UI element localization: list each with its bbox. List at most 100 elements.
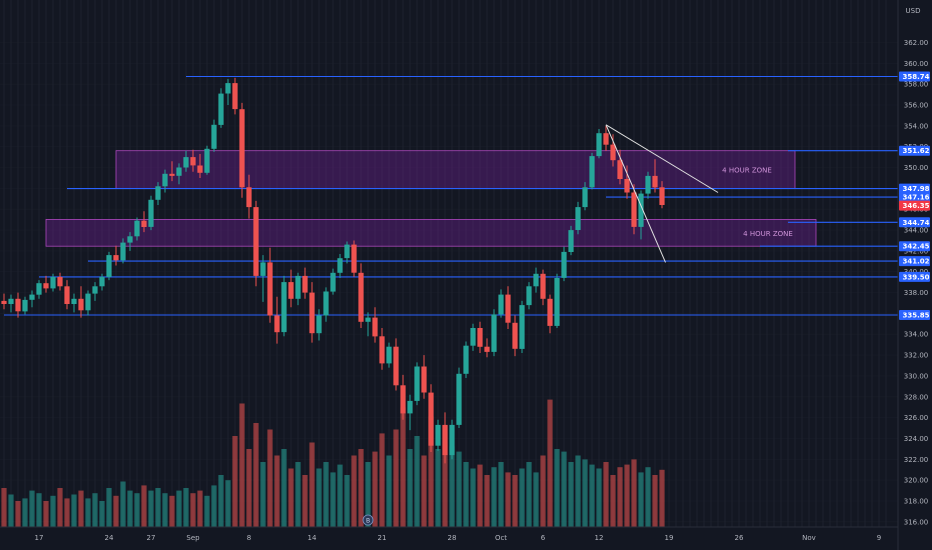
candle-body [1, 300, 7, 304]
candle-body [260, 262, 266, 276]
price-tag-label: 347.98 [902, 185, 929, 193]
candle-body [176, 167, 182, 176]
horizontal-levels [4, 75, 898, 316]
candle-body [393, 346, 399, 386]
zone-box [45, 218, 817, 247]
price-tag-label: 351.62 [902, 147, 929, 155]
volume-bar [106, 488, 112, 527]
price-tick-label: 320.00 [904, 477, 929, 485]
volume-bar [470, 468, 476, 527]
candle-body [463, 345, 469, 374]
zone-box [115, 150, 796, 189]
candle-body [512, 322, 518, 349]
volume-bar [232, 436, 238, 527]
price-tick-label: 318.00 [904, 498, 929, 506]
currency-label[interactable]: USD [906, 7, 921, 15]
candle-body [491, 314, 497, 352]
price-tick-label: 324.00 [904, 435, 929, 443]
price-tick-label: 334.00 [904, 331, 929, 339]
price-tag-label: 341.02 [902, 258, 929, 266]
candle-body [631, 192, 637, 227]
price-tag [899, 192, 930, 203]
time-tick-label: 28 [448, 534, 457, 542]
volume-bar [554, 449, 560, 527]
volume-bar [575, 455, 581, 527]
volume-bars [1, 399, 665, 527]
volume-bar [190, 493, 196, 527]
volume-bar [421, 455, 427, 527]
volume-bar [120, 481, 126, 527]
volume-bar [281, 449, 287, 527]
price-tag [899, 200, 930, 211]
time-tick-label: 8 [247, 534, 251, 542]
candle-body [15, 298, 21, 312]
volume-bar [92, 493, 98, 527]
price-tag [899, 217, 930, 228]
candle-body [624, 179, 630, 193]
volume-bar [43, 501, 49, 527]
volume-bar [540, 455, 546, 527]
trendline [605, 124, 666, 263]
volume-bar [351, 455, 357, 527]
volume-bar [22, 498, 28, 527]
price-tick-label: 342.00 [904, 247, 929, 255]
candle-body [323, 291, 329, 316]
time-tick-label: 26 [735, 534, 744, 542]
volume-bar [316, 468, 322, 527]
candle-body [204, 148, 210, 173]
event-marker-circle [362, 514, 374, 526]
time-tick-label: Nov [802, 534, 816, 542]
price-tick-label: 326.00 [904, 414, 929, 422]
candle-body [316, 315, 322, 334]
candle-body [526, 286, 532, 306]
volume-bar [526, 462, 532, 527]
candle-body [71, 298, 77, 304]
volume-bar [239, 403, 245, 527]
event-marker[interactable]: B [362, 514, 374, 526]
volume-bar [267, 429, 273, 527]
candle-body [477, 328, 483, 347]
volume-bar [274, 455, 280, 527]
volume-bar [631, 459, 637, 527]
volume-bar [29, 490, 35, 527]
volume-bar [568, 462, 574, 527]
volume-bar [99, 501, 105, 527]
price-axis[interactable]: 316.00 318.00 320.00 322.00 324.00 326.00 328.… [897, 0, 932, 550]
candle-body [533, 273, 539, 287]
volume-bar [85, 498, 91, 527]
volume-bar [155, 488, 161, 527]
volume-bar [288, 468, 294, 527]
candle-body [106, 255, 112, 277]
candle-body [141, 220, 147, 227]
volume-bar [176, 490, 182, 527]
candle-body [400, 385, 406, 414]
volume-bar [211, 485, 217, 527]
candle-body [22, 299, 28, 312]
price-tag [899, 183, 930, 194]
candle-body [449, 424, 455, 456]
candle-body [540, 273, 546, 299]
volume-bar [309, 442, 315, 527]
candle-body [498, 294, 504, 315]
volume-bar [624, 464, 630, 527]
candle-body [659, 187, 665, 205]
event-marker-label: B [366, 518, 370, 525]
candle-body [435, 424, 441, 446]
candle-body [120, 242, 126, 261]
price-tick-label: 356.00 [904, 102, 929, 110]
volume-bar [323, 462, 329, 527]
volume-bar [337, 464, 343, 527]
candle-body [295, 275, 301, 299]
volume-bar [295, 462, 301, 527]
volume-bar [491, 467, 497, 527]
price-tick-label: 316.00 [904, 518, 929, 526]
time-axis[interactable]: 17 24 27 Sep 8 14 21 28 Oct 6 12 19 26 Nov 9 [0, 526, 898, 550]
volume-bar [512, 475, 518, 527]
zone-label: 4 HOUR ZONE [722, 167, 772, 175]
price-tag [899, 271, 930, 282]
candle-body [127, 236, 133, 243]
candle-body [484, 346, 490, 352]
candle-body [197, 165, 203, 173]
candle-body [351, 244, 357, 273]
